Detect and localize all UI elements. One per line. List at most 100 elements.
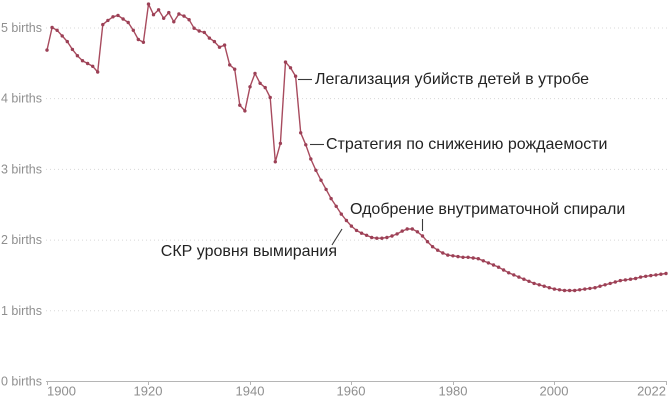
data-point xyxy=(111,15,115,19)
annotation-replacement-level-tfr: СКР уровня вымирания xyxy=(160,243,337,260)
data-point xyxy=(309,157,313,161)
data-point xyxy=(532,281,536,286)
data-point xyxy=(283,60,288,64)
data-point xyxy=(623,278,628,282)
data-point xyxy=(501,268,506,272)
data-point xyxy=(349,224,354,228)
data-point xyxy=(212,39,217,44)
data-point xyxy=(430,245,435,249)
data-point xyxy=(446,253,450,257)
data-point xyxy=(238,103,242,107)
data-point xyxy=(573,288,577,293)
data-point xyxy=(278,141,283,146)
data-point xyxy=(486,261,491,265)
data-point xyxy=(268,95,272,100)
data-point xyxy=(85,61,90,66)
data-point xyxy=(91,64,95,69)
data-point xyxy=(243,109,247,113)
data-point xyxy=(314,168,318,172)
data-point xyxy=(359,231,364,235)
data-point xyxy=(354,228,359,233)
data-point xyxy=(106,18,110,23)
data-point xyxy=(222,43,227,47)
data-point xyxy=(476,257,480,261)
data-point xyxy=(451,254,455,258)
data-point xyxy=(202,30,206,35)
data-point xyxy=(116,13,120,18)
data-point xyxy=(471,256,475,260)
data-point xyxy=(420,234,425,238)
data-point xyxy=(517,275,521,279)
data-point xyxy=(375,236,379,240)
data-point xyxy=(618,278,622,283)
data-point xyxy=(101,22,105,27)
data-point xyxy=(162,16,166,20)
data-point xyxy=(55,28,59,32)
data-point xyxy=(197,29,201,33)
data-point xyxy=(136,37,140,42)
data-point xyxy=(588,286,592,291)
data-point xyxy=(324,187,328,192)
annotation-connector xyxy=(331,228,343,246)
data-point xyxy=(273,160,277,164)
x-axis-label: 1980 xyxy=(439,384,468,399)
data-point xyxy=(557,288,562,292)
data-point xyxy=(390,234,394,238)
data-point xyxy=(603,283,607,287)
data-point xyxy=(659,272,663,276)
x-axis-label: 2022 xyxy=(637,384,666,399)
annotation-birth-reduction-strategy: Стратегия по снижению рождаемости xyxy=(326,136,608,153)
data-point xyxy=(192,26,196,30)
data-point xyxy=(177,12,181,16)
data-point xyxy=(172,20,176,24)
data-point xyxy=(461,255,465,259)
data-point xyxy=(96,70,100,74)
data-point xyxy=(436,248,440,252)
data-point xyxy=(182,14,186,18)
data-point xyxy=(542,284,546,288)
data-point xyxy=(633,276,638,281)
data-point xyxy=(400,229,404,233)
data-point xyxy=(608,281,612,286)
data-point xyxy=(45,48,49,52)
data-point xyxy=(217,45,222,49)
data-point xyxy=(334,204,338,208)
data-point xyxy=(593,286,597,290)
data-point xyxy=(50,25,54,30)
data-point xyxy=(344,218,349,223)
data-point xyxy=(491,263,496,267)
x-axis-label: 1960 xyxy=(337,384,366,399)
data-point xyxy=(441,251,445,255)
data-point xyxy=(649,273,653,278)
data-point xyxy=(141,40,146,44)
data-point xyxy=(75,54,80,58)
data-point xyxy=(496,265,501,269)
x-axis-label: 1900 xyxy=(47,384,76,399)
data-point xyxy=(466,255,470,259)
data-point xyxy=(567,288,572,293)
data-point xyxy=(654,273,658,277)
data-point xyxy=(167,10,171,15)
x-axis-label: 1920 xyxy=(134,384,163,399)
data-point xyxy=(425,240,430,244)
x-axis-label: 1940 xyxy=(236,384,265,399)
data-point xyxy=(385,235,389,240)
data-point xyxy=(405,227,409,231)
data-point xyxy=(578,288,582,292)
y-axis-label: 3 births xyxy=(1,162,42,176)
data-point xyxy=(228,63,232,67)
data-point xyxy=(131,28,135,32)
data-point xyxy=(395,232,399,236)
data-point xyxy=(60,34,64,38)
data-point xyxy=(151,13,156,17)
data-point xyxy=(552,287,557,291)
data-point xyxy=(664,271,668,276)
x-axis-label: 2000 xyxy=(540,384,569,399)
data-point xyxy=(410,227,414,231)
data-point xyxy=(329,196,333,201)
data-point xyxy=(598,284,602,288)
data-point xyxy=(547,286,551,290)
data-point xyxy=(146,2,151,6)
data-point xyxy=(258,81,262,86)
